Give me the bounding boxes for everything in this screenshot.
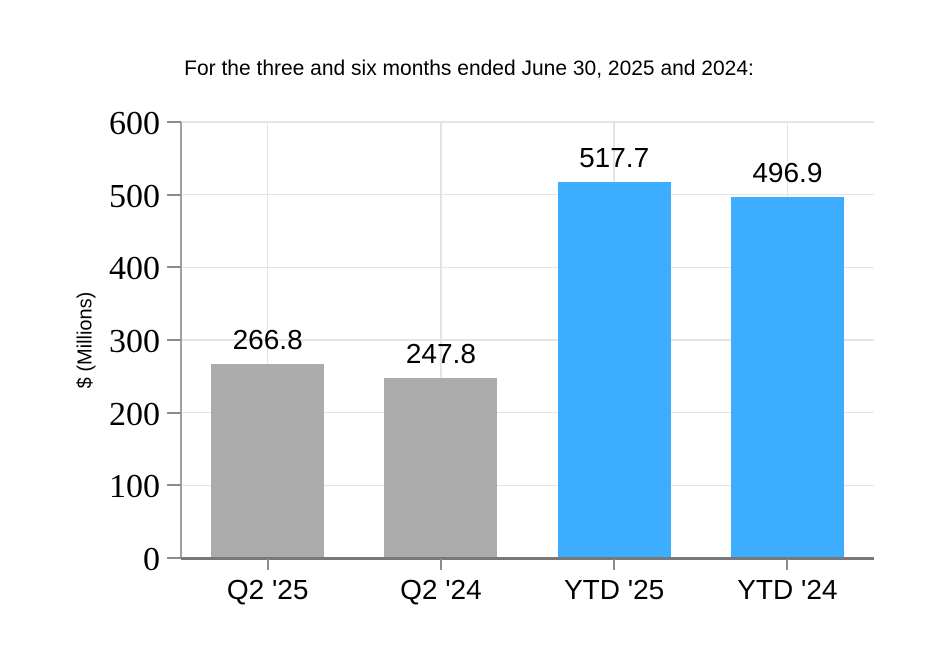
x-tick-label: Q2 '25 <box>226 574 309 605</box>
chart-title: For the three and six months ended June … <box>184 57 754 80</box>
y-tick <box>167 557 181 559</box>
x-tick <box>786 559 789 570</box>
x-tick-label: Q2 '24 <box>400 574 482 605</box>
h-gridline <box>181 339 874 341</box>
bar-value-label: 517.7 <box>579 141 650 173</box>
x-tick-label: YTD '24 <box>737 574 838 605</box>
y-tick-label: 400 <box>109 250 160 288</box>
y-tick <box>167 266 181 269</box>
y-tick-label: 300 <box>109 323 160 360</box>
h-gridline <box>181 411 874 414</box>
h-gridline <box>181 121 874 123</box>
bar-value-label: 496.9 <box>752 156 823 188</box>
bar-ytd-24 <box>730 196 844 558</box>
y-tick-label: 100 <box>109 468 160 506</box>
x-axis-line <box>181 557 874 560</box>
y-tick-label: 600 <box>109 105 160 142</box>
y-tick <box>167 484 181 487</box>
y-axis-line <box>180 122 182 558</box>
bar-q2-24 <box>384 377 498 558</box>
y-tick <box>167 121 181 123</box>
y-tick <box>167 339 181 341</box>
y-tick-label: 0 <box>143 541 160 578</box>
y-tick-label: 200 <box>109 395 160 433</box>
bar-ytd-25 <box>557 181 671 558</box>
bar-value-label: 266.8 <box>232 324 303 356</box>
y-tick <box>167 411 181 414</box>
h-gridline <box>181 484 874 487</box>
y-tick <box>167 193 181 196</box>
h-gridline <box>181 193 874 196</box>
x-tick-label: YTD '25 <box>563 574 665 605</box>
x-tick <box>439 559 442 570</box>
h-gridline <box>181 266 874 269</box>
bar-q2-25 <box>211 364 325 558</box>
x-tick <box>266 559 269 570</box>
bar-value-label: 247.8 <box>405 337 476 369</box>
y-tick-label: 500 <box>109 177 160 215</box>
x-tick <box>613 559 616 570</box>
